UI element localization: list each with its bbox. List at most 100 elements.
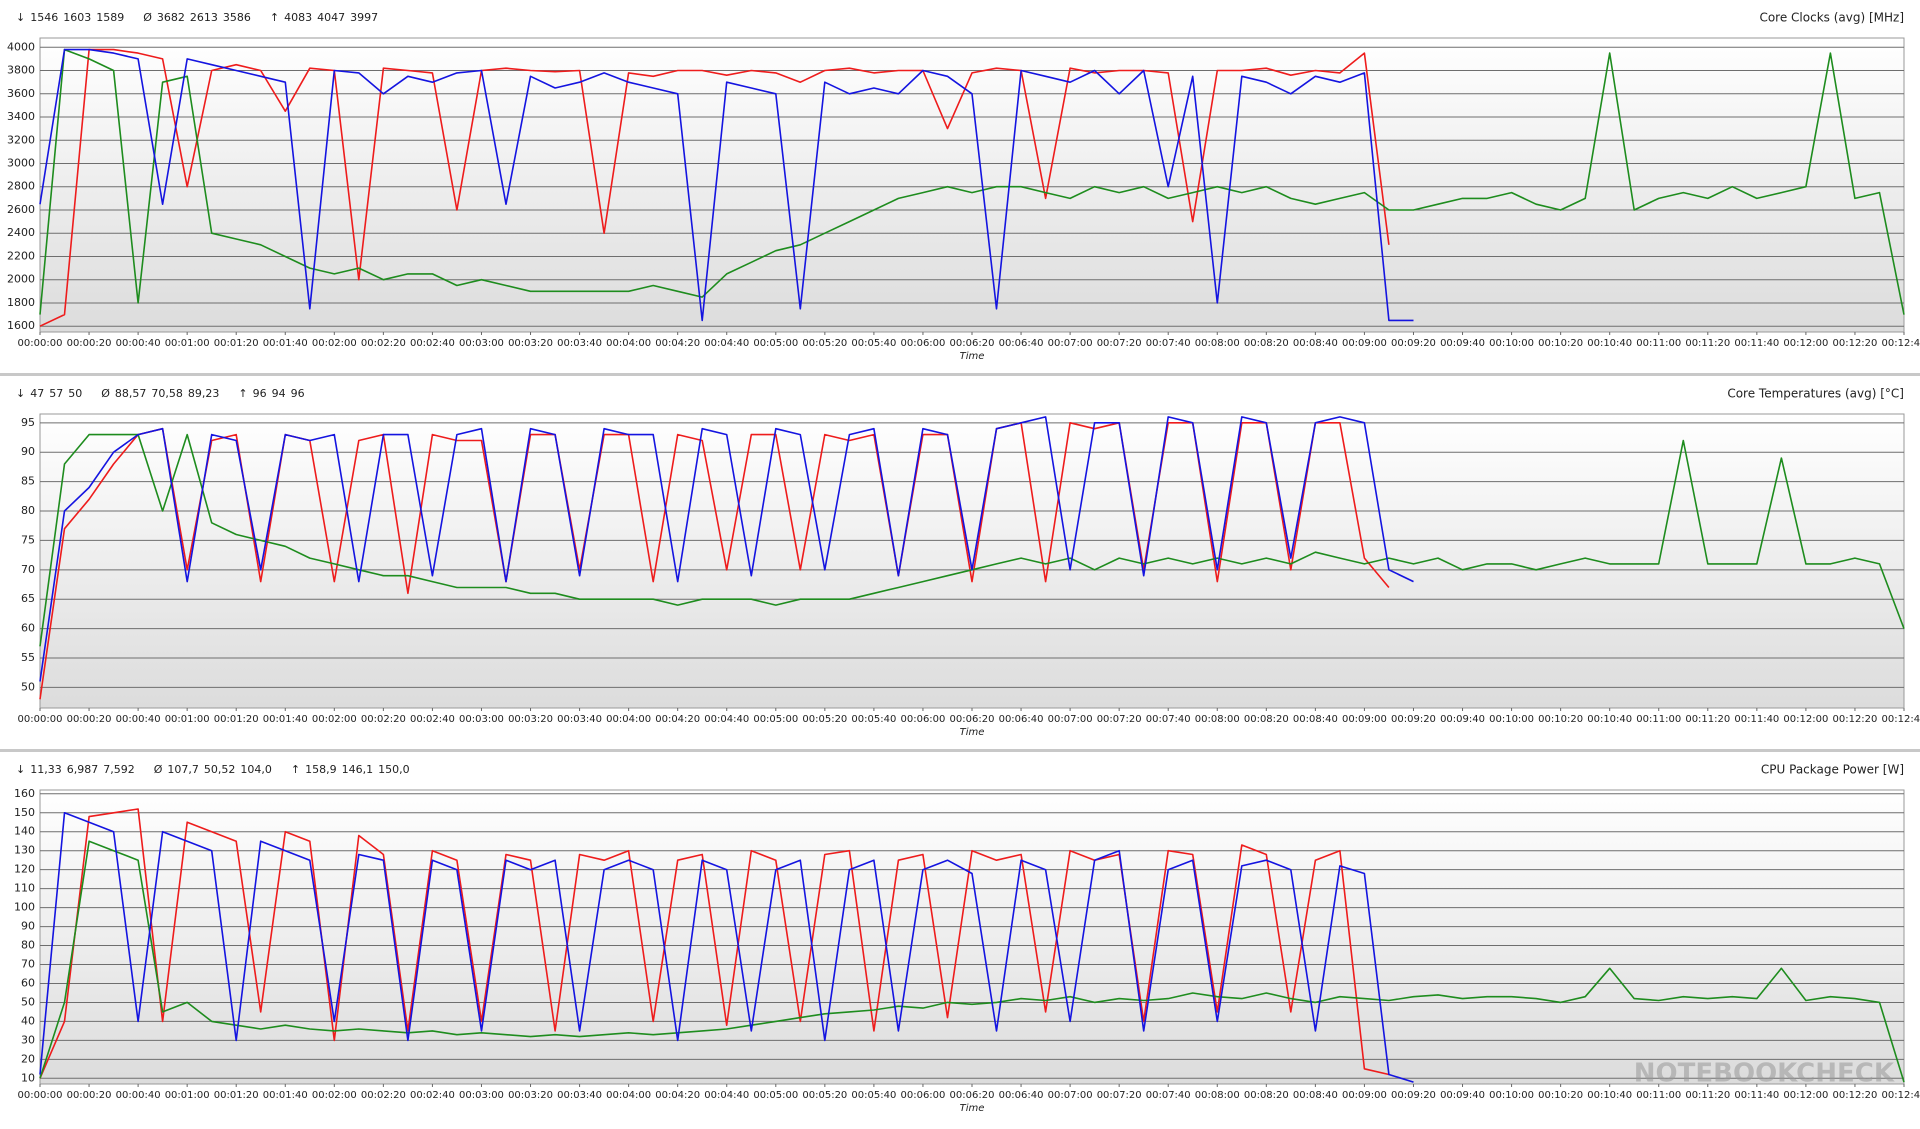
x-tick-label: 00:01:20 — [214, 1090, 259, 1101]
x-tick-label: 00:00:00 — [18, 1090, 63, 1101]
x-tick-label: 00:10:40 — [1587, 1090, 1632, 1101]
y-tick-label: 70 — [21, 563, 35, 576]
x-tick-label: 00:12:00 — [1783, 338, 1828, 349]
x-tick-label: 00:12:20 — [1832, 714, 1877, 725]
x-tick-label: 00:00:20 — [67, 1090, 112, 1101]
x-tick-label: 00:01:00 — [165, 1090, 210, 1101]
stat-value: 4047 — [317, 11, 345, 24]
x-tick-label: 00:07:00 — [1048, 714, 1093, 725]
stat-symbol: ↓ — [16, 11, 25, 24]
x-tick-label: 00:03:40 — [557, 338, 602, 349]
panel-separator — [0, 373, 1920, 376]
x-tick-label: 00:02:40 — [410, 714, 455, 725]
x-tick-label: 00:03:20 — [508, 338, 553, 349]
plot-area — [39, 37, 1905, 333]
y-tick-label: 2400 — [7, 226, 35, 239]
x-tick-label: 00:11:20 — [1685, 338, 1730, 349]
y-tick-label: 80 — [21, 504, 35, 517]
stat-symbol: Ø — [101, 387, 110, 400]
stat-value: 7,592 — [103, 763, 135, 776]
x-tick-label: 00:02:20 — [361, 714, 406, 725]
x-tick-label: 00:10:20 — [1538, 1090, 1583, 1101]
x-tick-label: 00:00:00 — [18, 714, 63, 725]
x-tick-label: 00:09:40 — [1440, 714, 1485, 725]
x-tick-label: 00:09:00 — [1342, 338, 1387, 349]
x-tick-label: 00:06:20 — [950, 338, 995, 349]
x-tick-label: 00:03:00 — [459, 338, 504, 349]
watermark: NOTEBOOKCHECK — [1634, 1059, 1895, 1089]
stat-value: 2613 — [190, 11, 218, 24]
x-tick-label: 00:04:20 — [655, 338, 700, 349]
stat-value: 1603 — [63, 11, 91, 24]
y-tick-label: 2600 — [7, 203, 35, 216]
x-tick-label: 00:12:40 — [1882, 714, 1920, 725]
x-tick-label: 00:12:20 — [1832, 1090, 1877, 1101]
stat-value: 50 — [68, 387, 82, 400]
y-tick-label: 2000 — [7, 273, 35, 286]
stat-symbol: ↑ — [238, 387, 247, 400]
y-tick-label: 3800 — [7, 64, 35, 77]
x-tick-label: 00:02:40 — [410, 338, 455, 349]
x-tick-label: 00:06:00 — [900, 714, 945, 725]
x-tick-label: 00:03:20 — [508, 714, 553, 725]
x-tick-label: 00:05:00 — [753, 1090, 798, 1101]
x-tick-label: 00:02:00 — [312, 1090, 357, 1101]
x-tick-label: 00:09:20 — [1391, 1090, 1436, 1101]
x-tick-label: 00:03:40 — [557, 1090, 602, 1101]
x-tick-label: 00:11:20 — [1685, 1090, 1730, 1101]
stat-value: 150,0 — [378, 763, 410, 776]
stat-value: 4083 — [284, 11, 312, 24]
stat-value: 88,57 — [115, 387, 147, 400]
x-tick-label: 00:01:20 — [214, 338, 259, 349]
x-tick-label: 00:10:00 — [1489, 1090, 1534, 1101]
panel-separator — [0, 749, 1920, 752]
x-tick-label: 00:06:00 — [900, 338, 945, 349]
x-tick-label: 00:11:00 — [1636, 1090, 1681, 1101]
x-tick-label: 00:01:00 — [165, 714, 210, 725]
stat-value: 89,23 — [188, 387, 220, 400]
x-tick-label: 00:12:40 — [1882, 338, 1920, 349]
y-tick-label: 50 — [21, 995, 35, 1008]
x-tick-label: 00:12:00 — [1783, 714, 1828, 725]
stat-value: 96 — [291, 387, 305, 400]
x-tick-label: 00:02:00 — [312, 338, 357, 349]
x-tick-label: 00:04:40 — [704, 1090, 749, 1101]
stat-value: 107,7 — [167, 763, 199, 776]
x-tick-label: 00:05:40 — [851, 714, 896, 725]
x-tick-label: 00:00:20 — [67, 714, 112, 725]
x-tick-label: 00:12:20 — [1832, 338, 1877, 349]
stat-value: 6,987 — [67, 763, 99, 776]
x-tick-label: 00:08:20 — [1244, 1090, 1289, 1101]
y-tick-label: 60 — [21, 976, 35, 989]
stat-value: 57 — [49, 387, 63, 400]
x-tick-label: 00:07:40 — [1146, 714, 1191, 725]
x-tick-label: 00:07:40 — [1146, 338, 1191, 349]
x-tick-label: 00:01:00 — [165, 338, 210, 349]
x-tick-label: 00:05:40 — [851, 338, 896, 349]
y-tick-label: 130 — [14, 844, 35, 857]
y-tick-label: 65 — [21, 592, 35, 605]
x-tick-label: 00:01:40 — [263, 1090, 308, 1101]
y-tick-label: 75 — [21, 533, 35, 546]
stat-symbol: Ø — [143, 11, 152, 24]
x-tick-label: 00:12:00 — [1783, 1090, 1828, 1101]
series-line — [39, 808, 1390, 1079]
y-tick-label: 150 — [14, 806, 35, 819]
x-tick-label: 00:09:00 — [1342, 1090, 1387, 1101]
x-tick-label: 00:02:00 — [312, 714, 357, 725]
series-line — [39, 48, 1905, 315]
stat-value: 1589 — [96, 11, 124, 24]
x-tick-label: 00:08:20 — [1244, 714, 1289, 725]
x-tick-label: 00:12:40 — [1882, 1090, 1920, 1101]
x-tick-label: 00:01:20 — [214, 714, 259, 725]
y-tick-label: 2200 — [7, 249, 35, 262]
y-tick-label: 3400 — [7, 110, 35, 123]
x-tick-label: 00:11:20 — [1685, 714, 1730, 725]
y-tick-label: 55 — [21, 651, 35, 664]
x-tick-label: 00:09:40 — [1440, 1090, 1485, 1101]
x-tick-label: 00:04:40 — [704, 338, 749, 349]
y-tick-label: 4000 — [7, 40, 35, 53]
plot-area — [39, 413, 1905, 709]
x-tick-label: 00:05:20 — [802, 1090, 847, 1101]
stat-value: 1546 — [30, 11, 58, 24]
